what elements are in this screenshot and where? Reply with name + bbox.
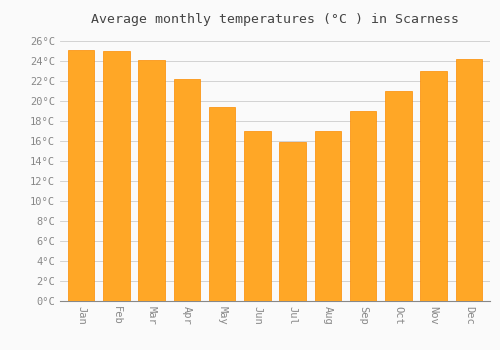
Title: Average monthly temperatures (°C ) in Scarness: Average monthly temperatures (°C ) in Sc… <box>91 13 459 26</box>
Bar <box>314 131 341 301</box>
Bar <box>385 91 411 301</box>
Bar <box>209 107 236 301</box>
Bar <box>456 60 482 301</box>
Bar <box>138 61 165 301</box>
Bar <box>103 51 130 301</box>
Bar <box>244 131 270 301</box>
Bar <box>350 111 376 301</box>
Bar <box>68 50 94 301</box>
Bar <box>280 142 306 301</box>
Bar <box>174 79 200 301</box>
Bar <box>420 71 447 301</box>
